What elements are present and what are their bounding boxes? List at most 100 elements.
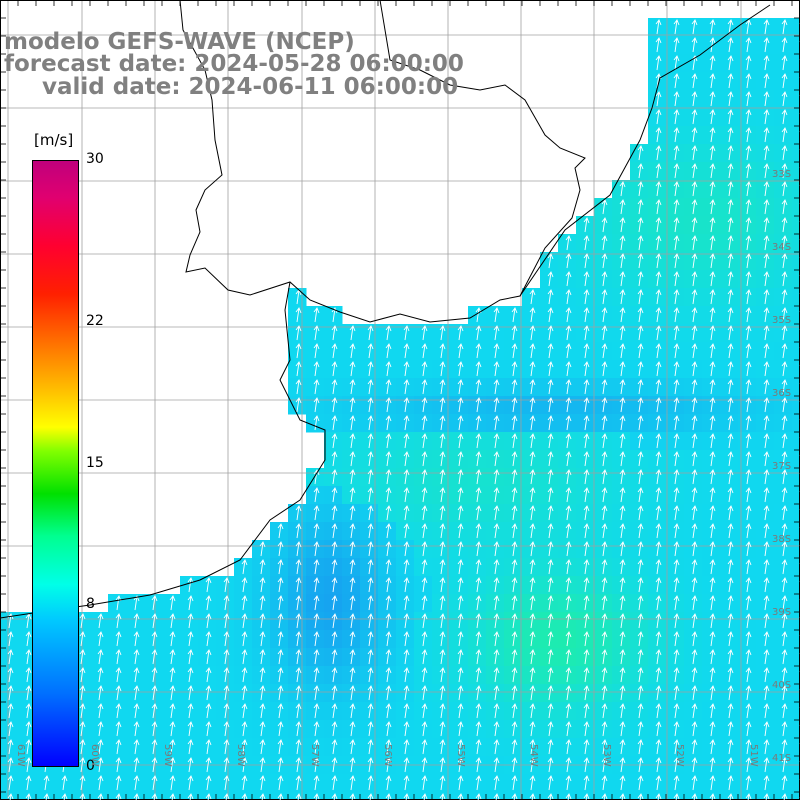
wind-arrow: [547, 433, 554, 449]
wind-arrow: [583, 541, 590, 557]
wind-arrow: [529, 595, 536, 611]
wind-speed-cell: [270, 576, 289, 595]
wind-arrow: [529, 451, 536, 467]
wind-arrow: [583, 703, 590, 719]
wind-speed-cell: [396, 324, 415, 343]
wind-arrow: [583, 487, 590, 503]
wind-speed-cell: [360, 612, 379, 631]
wind-arrow: [457, 739, 464, 755]
wind-arrow: [529, 289, 536, 305]
colorbar-tick-label: 22: [86, 312, 104, 329]
wind-arrow: [745, 523, 752, 539]
wind-speed-cell: [774, 216, 793, 235]
wind-arrow: [349, 559, 356, 575]
wind-speed-cell: [612, 288, 631, 307]
wind-arrow: [241, 595, 248, 611]
wind-speed-cell: [630, 630, 649, 649]
wind-speed-cell: [702, 522, 721, 541]
wind-arrow: [529, 541, 536, 557]
wind-speed-cell: [198, 630, 217, 649]
wind-arrow: [511, 361, 518, 377]
wind-arrow: [673, 55, 680, 71]
wind-speed-cell: [396, 414, 415, 433]
wind-arrow: [745, 739, 752, 755]
wind-arrow: [331, 775, 338, 791]
wind-arrow: [691, 721, 698, 737]
wind-arrow: [709, 739, 716, 755]
wind-arrow: [691, 19, 698, 35]
wind-arrow: [403, 415, 410, 431]
wind-arrow: [691, 343, 698, 359]
wind-arrow: [547, 613, 554, 629]
wind-arrow: [295, 307, 302, 323]
wind-arrow: [295, 703, 302, 719]
wind-arrow: [727, 631, 734, 647]
wind-arrow: [709, 73, 716, 89]
wind-arrow: [529, 379, 536, 395]
wind-arrow: [709, 595, 716, 611]
wind-speed-cell: [756, 234, 775, 253]
wind-arrow: [655, 451, 662, 467]
wind-arrow: [349, 721, 356, 737]
wind-arrow: [709, 505, 716, 521]
wind-arrow: [385, 451, 392, 467]
wind-speed-cell: [252, 630, 271, 649]
wind-arrow: [763, 127, 770, 143]
wind-speed-cell: [702, 54, 721, 73]
wind-speed-cell: [198, 612, 217, 631]
wind-arrow: [151, 667, 158, 683]
wind-speed-cell: [630, 378, 649, 397]
wind-arrow: [403, 451, 410, 467]
wind-arrow: [619, 487, 626, 503]
wind-arrow: [745, 145, 752, 161]
wind-arrow: [565, 379, 572, 395]
wind-arrow: [601, 217, 608, 233]
wind-arrow: [241, 631, 248, 647]
wind-speed-cell: [684, 342, 703, 361]
wind-speed-cell: [162, 684, 181, 703]
wind-speed-cell: [756, 594, 775, 613]
wind-speed-cell: [180, 576, 199, 595]
wind-arrow: [205, 703, 212, 719]
wind-arrow: [637, 721, 644, 737]
wind-arrow: [745, 325, 752, 341]
wind-arrow: [277, 793, 284, 800]
wind-speed-cell: [648, 684, 667, 703]
wind-arrow: [133, 775, 140, 791]
wind-speed-cell: [576, 414, 595, 433]
wind-speed-cell: [594, 324, 613, 343]
wind-arrow: [727, 649, 734, 665]
wind-arrow: [745, 487, 752, 503]
wind-speed-cell: [702, 108, 721, 127]
wind-arrow: [709, 361, 716, 377]
wind-arrow: [241, 559, 248, 575]
wind-arrow: [547, 631, 554, 647]
wind-arrow: [385, 757, 392, 773]
wind-arrow: [763, 343, 770, 359]
wind-arrow: [421, 739, 428, 755]
wind-speed-cell: [270, 558, 289, 577]
wind-speed-cell: [720, 396, 739, 415]
wind-arrow: [79, 649, 86, 665]
wind-arrow: [691, 271, 698, 287]
wind-speed-cell: [306, 540, 325, 559]
wind-arrow: [259, 667, 266, 683]
wind-speed-cell: [756, 36, 775, 55]
wind-arrow: [457, 397, 464, 413]
wind-speed-cell: [234, 684, 253, 703]
wind-speed-cell: [234, 720, 253, 739]
wind-arrow: [709, 577, 716, 593]
wind-speed-cell: [594, 486, 613, 505]
wind-arrow: [385, 775, 392, 791]
wind-arrow: [475, 487, 482, 503]
wind-speed-cell: [306, 630, 325, 649]
wind-speed-cell: [684, 216, 703, 235]
wind-arrow: [385, 793, 392, 800]
wind-speed-cell: [666, 162, 685, 181]
wind-speed-cell: [702, 216, 721, 235]
wind-speed-cell: [468, 666, 487, 685]
wind-speed-cell: [0, 702, 19, 721]
wind-arrow: [691, 145, 698, 161]
wind-arrow: [403, 577, 410, 593]
wind-arrow: [763, 199, 770, 215]
